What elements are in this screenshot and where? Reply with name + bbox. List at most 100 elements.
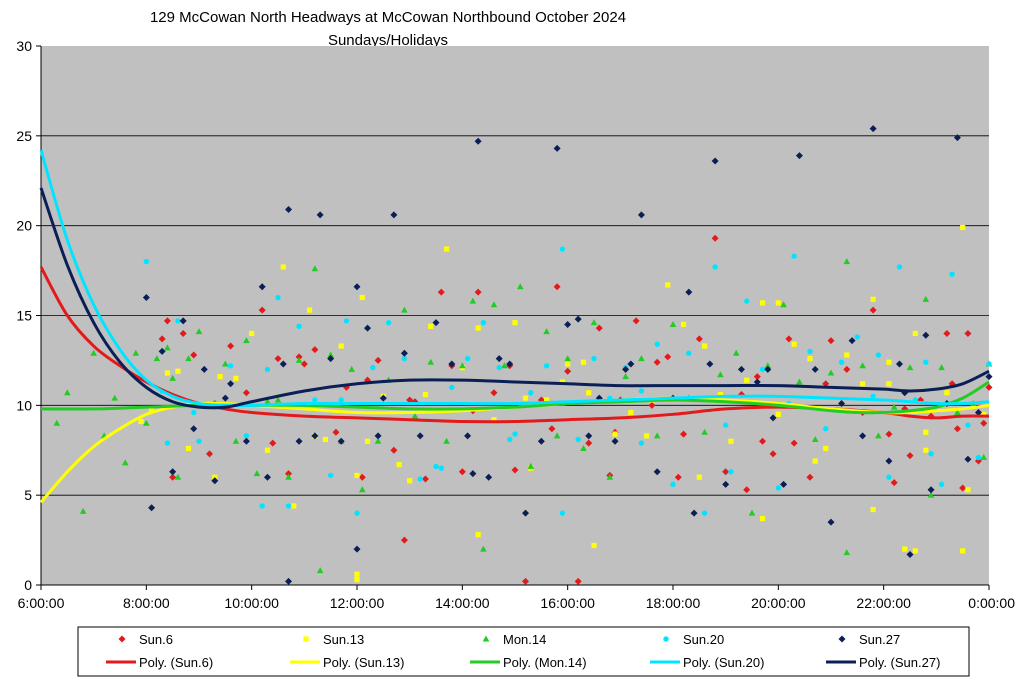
- data-point: [611, 437, 619, 445]
- data-point: [744, 298, 750, 304]
- data-point: [606, 473, 614, 480]
- data-point: [79, 507, 87, 514]
- series-sun-27: [142, 125, 993, 585]
- data-point: [285, 473, 292, 480]
- data-point: [975, 454, 982, 461]
- data-point: [496, 364, 502, 371]
- data-point: [449, 384, 455, 391]
- data-point: [843, 258, 851, 265]
- data-point: [922, 331, 930, 339]
- data-point: [148, 504, 156, 512]
- data-point: [923, 447, 929, 453]
- data-point: [400, 349, 408, 357]
- legend-entry-trendline: Poly. (Sun.13): [290, 655, 404, 670]
- data-point: [175, 318, 181, 324]
- data-point: [200, 365, 208, 373]
- data-point: [869, 125, 877, 133]
- data-point: [701, 510, 708, 516]
- data-point: [206, 450, 214, 458]
- data-point: [169, 374, 176, 381]
- legend-entry-sun-13: Sun.13: [303, 632, 364, 647]
- data-point: [564, 355, 571, 362]
- trendlines: [39, 149, 990, 504]
- data-point: [622, 365, 630, 373]
- data-point: [796, 378, 803, 385]
- data-point: [332, 428, 340, 436]
- data-point: [586, 390, 592, 396]
- data-point: [822, 380, 830, 388]
- data-point: [664, 353, 672, 361]
- data-point: [591, 355, 597, 362]
- data-point: [459, 362, 466, 369]
- data-point: [379, 394, 387, 402]
- data-point: [580, 359, 587, 365]
- data-point: [722, 480, 730, 488]
- y-tick-label: 30: [16, 38, 32, 54]
- data-point: [179, 317, 187, 325]
- data-point: [938, 481, 945, 488]
- data-point: [185, 445, 192, 452]
- data-point: [827, 518, 835, 526]
- data-point: [827, 369, 835, 376]
- legend-entry-sun-6: Sun.6: [118, 632, 173, 647]
- legend-box: [77, 626, 970, 677]
- x-tick-label: 12:00:00: [330, 595, 385, 611]
- data-point: [285, 577, 293, 585]
- data-point: [912, 548, 918, 554]
- data-point: [295, 356, 303, 363]
- data-point: [985, 373, 993, 381]
- data-point: [217, 373, 223, 380]
- data-point: [680, 321, 687, 328]
- data-point: [553, 144, 561, 152]
- legend-label: Mon.14: [503, 632, 546, 647]
- data-point: [674, 473, 682, 481]
- data-point: [491, 417, 497, 423]
- data-point: [121, 459, 129, 466]
- data-point: [712, 264, 718, 270]
- data-point: [795, 152, 803, 160]
- data-point: [279, 360, 287, 368]
- data-point: [870, 393, 876, 400]
- data-point: [327, 355, 335, 363]
- data-point: [890, 479, 898, 487]
- data-point: [185, 355, 192, 362]
- data-point: [869, 306, 877, 314]
- data-point: [400, 536, 408, 544]
- data-point: [211, 477, 219, 485]
- legend-label: Sun.27: [859, 632, 900, 647]
- data-point: [385, 319, 392, 326]
- data-point: [732, 349, 740, 356]
- data-point: [316, 567, 324, 574]
- data-point: [353, 283, 361, 291]
- data-point: [680, 430, 688, 438]
- data-point: [437, 288, 445, 296]
- data-point: [823, 425, 829, 432]
- data-point: [690, 509, 698, 517]
- data-point: [190, 425, 198, 433]
- data-point: [702, 343, 708, 349]
- data-point: [728, 438, 734, 444]
- data-point: [285, 205, 293, 213]
- data-point: [264, 447, 271, 453]
- data-point: [965, 487, 971, 493]
- x-tick-label: 8:00:00: [123, 595, 170, 611]
- data-point: [195, 328, 203, 335]
- data-point: [422, 391, 429, 398]
- data-point: [701, 428, 708, 435]
- data-point: [280, 264, 286, 270]
- y-tick-label: 5: [24, 487, 32, 503]
- data-point: [259, 503, 265, 509]
- data-point: [959, 484, 967, 492]
- data-point: [111, 394, 119, 401]
- data-point: [759, 515, 766, 522]
- legend-marker: [118, 635, 126, 643]
- y-tick-label: 10: [16, 397, 32, 413]
- data-point: [401, 306, 408, 313]
- data-point: [132, 349, 140, 356]
- data-point: [960, 548, 966, 554]
- data-point: [232, 437, 240, 444]
- data-point: [780, 480, 788, 488]
- data-point: [464, 355, 471, 362]
- data-point: [775, 411, 781, 417]
- data-point: [258, 283, 266, 291]
